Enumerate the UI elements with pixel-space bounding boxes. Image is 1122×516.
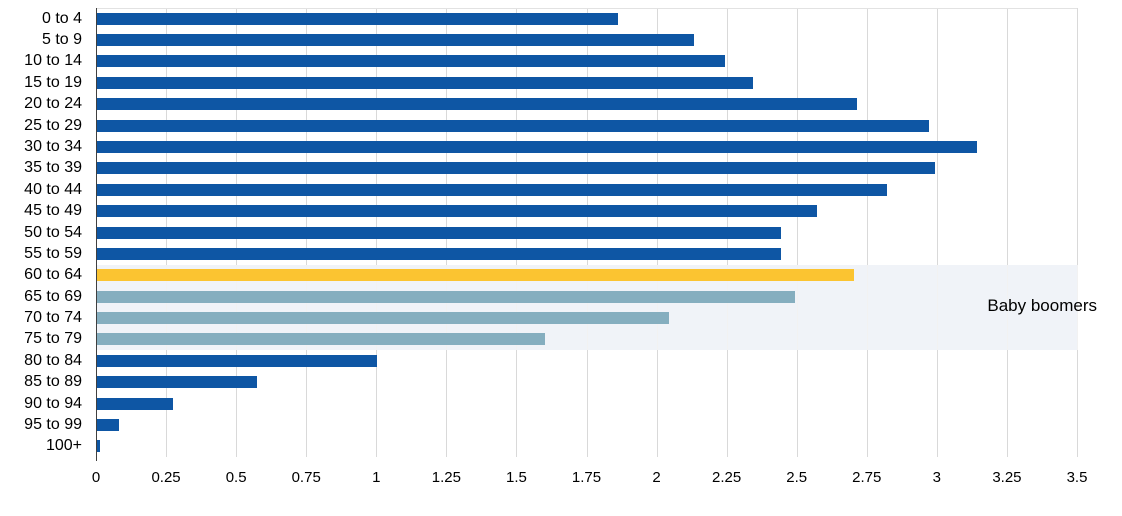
gridline-3.25 [1006, 8, 1008, 457]
plot-top-border [96, 8, 1077, 9]
gridline-band-0.75 [306, 264, 308, 351]
y-label-90-to-94: 90 to 94 [24, 394, 82, 412]
x-tick-3.25: 3.25 [992, 469, 1022, 486]
y-label-0-to-4: 0 to 4 [41, 9, 82, 27]
gridline-band-3.25 [1006, 264, 1008, 351]
y-label-5-to-9: 5 to 9 [41, 31, 82, 49]
bar-20-to-24 [97, 98, 857, 111]
gridline-2.5 [796, 8, 798, 457]
gridline-band-1 [376, 264, 378, 351]
bar-65-to-69 [97, 290, 795, 303]
gridline-band-2.75 [866, 264, 868, 351]
bar-60-to-64 [97, 269, 854, 282]
x-tick-0.25: 0.25 [151, 469, 181, 486]
bar-100 [97, 440, 100, 453]
y-label-100: 100+ [45, 437, 82, 455]
y-label-30-to-34: 30 to 34 [24, 137, 82, 155]
bar-0-to-4 [97, 12, 619, 25]
y-axis-line [96, 8, 97, 461]
x-tick-1: 1 [372, 469, 381, 486]
bar-40-to-44 [97, 183, 888, 196]
bar-30-to-34 [97, 140, 978, 153]
y-label-60-to-64: 60 to 64 [24, 266, 82, 284]
x-tick-2.5: 2.5 [786, 469, 808, 486]
gridline-band-2.5 [796, 264, 798, 351]
bar-80-to-84 [97, 354, 378, 367]
y-label-50-to-54: 50 to 54 [24, 223, 82, 241]
y-label-20-to-24: 20 to 24 [24, 95, 82, 113]
x-tick-0.75: 0.75 [291, 469, 321, 486]
bar-35-to-39 [97, 162, 936, 175]
gridline-band-2 [656, 264, 658, 351]
y-label-75-to-79: 75 to 79 [24, 330, 82, 348]
bar-25-to-29 [97, 119, 930, 132]
y-label-15-to-19: 15 to 19 [24, 73, 82, 91]
y-label-25-to-29: 25 to 29 [24, 116, 82, 134]
baby-boomers-annotation: Baby boomers [987, 296, 1097, 316]
gridline-band-3.5 [1077, 264, 1078, 351]
bar-15-to-19 [97, 76, 753, 89]
x-tick-2.75: 2.75 [852, 469, 882, 486]
bar-5-to-9 [97, 34, 694, 47]
x-tick-2: 2 [652, 469, 661, 486]
gridline-band-1.75 [586, 264, 588, 351]
bar-85-to-89 [97, 376, 257, 389]
gridline-3 [936, 8, 938, 457]
bar-70-to-74 [97, 312, 669, 325]
bar-75-to-79 [97, 333, 546, 346]
y-label-55-to-59: 55 to 59 [24, 244, 82, 262]
gridline-band-0.25 [166, 264, 168, 351]
y-label-65-to-69: 65 to 69 [24, 287, 82, 305]
y-label-35-to-39: 35 to 39 [24, 159, 82, 177]
gridline-band-3 [936, 264, 938, 351]
bar-55-to-59 [97, 247, 781, 260]
y-label-95-to-99: 95 to 99 [24, 415, 82, 433]
x-tick-0: 0 [91, 469, 101, 486]
x-tick-0.5: 0.5 [225, 469, 247, 486]
gridline-3.5 [1077, 8, 1078, 457]
x-tick-3.5: 3.5 [1066, 469, 1088, 486]
bar-45-to-49 [97, 205, 818, 218]
bar-10-to-14 [97, 55, 725, 68]
y-label-10-to-14: 10 to 14 [24, 52, 82, 70]
bar-50-to-54 [97, 226, 781, 239]
y-label-40-to-44: 40 to 44 [24, 180, 82, 198]
y-label-45-to-49: 45 to 49 [24, 202, 82, 220]
gridline-band-0.5 [236, 264, 238, 351]
x-tick-2.25: 2.25 [712, 469, 742, 486]
x-tick-1.25: 1.25 [431, 469, 461, 486]
x-tick-1.5: 1.5 [505, 469, 527, 486]
y-label-85-to-89: 85 to 89 [24, 373, 82, 391]
bar-95-to-99 [97, 418, 120, 431]
gridline-band-1.25 [446, 264, 448, 351]
gridline-band-2.25 [726, 264, 728, 351]
x-tick-1.75: 1.75 [571, 469, 602, 486]
y-label-80-to-84: 80 to 84 [24, 351, 82, 369]
gridline-band-1.5 [516, 264, 518, 351]
gridline-2.75 [866, 8, 868, 457]
y-label-70-to-74: 70 to 74 [24, 309, 82, 327]
bar-90-to-94 [97, 397, 173, 410]
x-tick-3: 3 [932, 469, 942, 486]
